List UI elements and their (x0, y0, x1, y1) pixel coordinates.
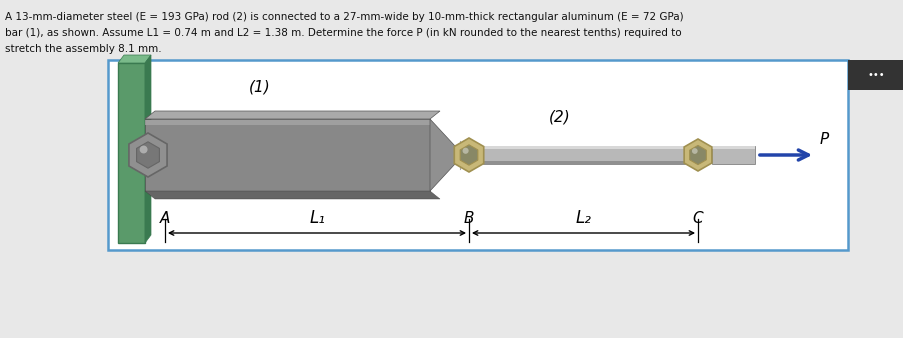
Text: L₁: L₁ (309, 209, 324, 227)
Bar (107, 60, 847, 250)
Bar (144, 120, 430, 125)
Text: C: C (692, 211, 703, 226)
Bar (712, 146, 754, 164)
Text: bar (1), as shown. Assume L1 = 0.74 m and L2 = 1.38 m. Determine the force P (in: bar (1), as shown. Assume L1 = 0.74 m an… (5, 28, 681, 38)
Text: (1): (1) (249, 80, 271, 95)
Text: A 13-mm-diameter steel (E = 193 GPa) rod (2) is connected to a 27-mm-wide by 10-: A 13-mm-diameter steel (E = 193 GPa) rod… (5, 12, 683, 22)
Polygon shape (454, 138, 483, 172)
Bar (144, 119, 430, 191)
Text: L₂: L₂ (575, 209, 591, 227)
Circle shape (691, 148, 697, 154)
Text: (2): (2) (548, 109, 570, 124)
Polygon shape (129, 133, 167, 177)
Text: stretch the assembly 8.1 mm.: stretch the assembly 8.1 mm. (5, 44, 162, 54)
Circle shape (462, 148, 468, 154)
Text: A: A (160, 211, 170, 226)
Bar (482, 146, 684, 149)
Bar (118, 63, 144, 243)
Circle shape (139, 146, 147, 153)
Polygon shape (136, 142, 159, 168)
Polygon shape (689, 145, 705, 165)
Text: P: P (819, 132, 828, 147)
Bar (482, 146, 684, 164)
Polygon shape (460, 145, 478, 165)
Text: •••: ••• (866, 70, 884, 80)
Polygon shape (430, 119, 454, 191)
Polygon shape (118, 55, 151, 63)
Polygon shape (144, 55, 151, 243)
Polygon shape (144, 191, 440, 199)
Bar (712, 146, 754, 149)
Bar (482, 161, 684, 164)
Bar (847, 60, 903, 90)
Polygon shape (684, 139, 711, 171)
Polygon shape (144, 111, 440, 119)
Text: B: B (463, 211, 474, 226)
